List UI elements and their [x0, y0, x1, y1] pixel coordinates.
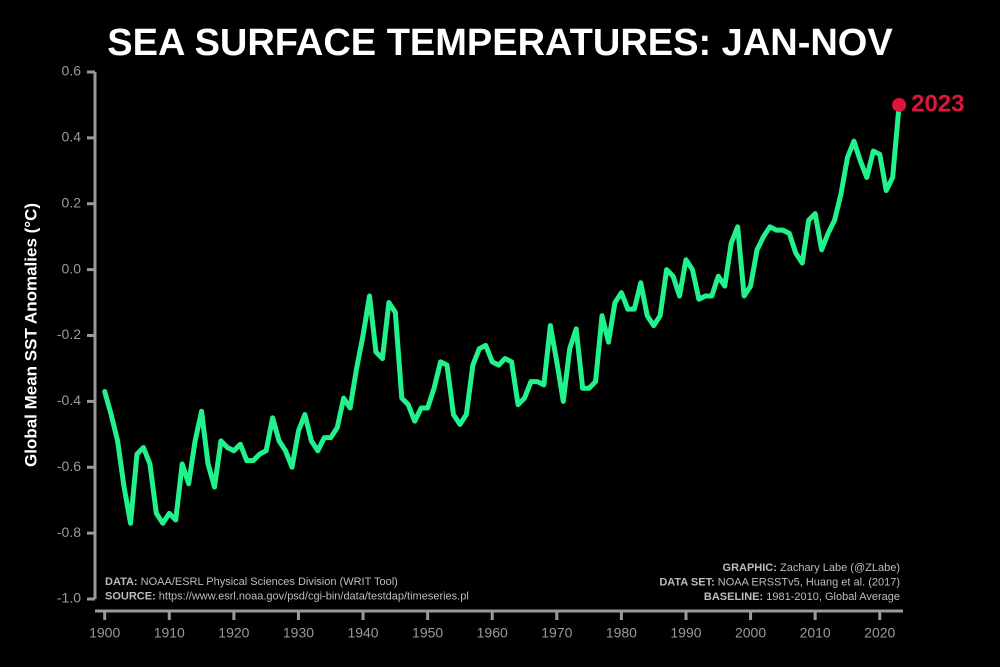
x-tick-label: 2020 [864, 625, 895, 641]
x-tick-label: 1930 [283, 625, 314, 641]
note-text: https://www.esrl.noaa.gov/psd/cgi-bin/da… [159, 590, 469, 602]
x-tick-label: 2010 [800, 625, 831, 641]
note-text: 1981-2010, Global Average [766, 591, 900, 603]
highlight-point [892, 97, 907, 112]
y-axis-label: Global Mean SST Anomalies (°C) [21, 203, 40, 467]
data-line [102, 102, 902, 526]
note-label: BASELINE: [704, 591, 763, 603]
note-label: GRAPHIC: [723, 562, 777, 574]
chart-title: SEA SURFACE TEMPERATURES: JAN-NOV [107, 22, 893, 64]
x-tick-label: 1970 [541, 625, 572, 641]
source-note: BASELINE: 1981-2010, Global Average [704, 591, 900, 603]
note-label: DATA: [105, 576, 138, 588]
x-tick-label: 1950 [412, 625, 443, 641]
x-tick-label: 1990 [670, 625, 701, 641]
source-note: DATA: NOAA/ESRL Physical Sciences Divisi… [105, 576, 398, 588]
note-label: DATA SET: [659, 576, 714, 588]
y-tick-label: 0.0 [62, 260, 82, 276]
y-tick-label: 0.6 [62, 63, 82, 79]
x-tick-label: 1900 [89, 625, 120, 641]
note-text: NOAA ERSSTv5, Huang et al. (2017) [718, 576, 900, 588]
y-tick-label: -0.6 [57, 458, 81, 474]
highlight-label: 2023 [911, 90, 964, 117]
y-tick-label: -0.4 [57, 392, 81, 408]
x-tick-label: 1960 [477, 625, 508, 641]
source-note: DATA SET: NOAA ERSSTv5, Huang et al. (20… [659, 576, 900, 588]
source-note: SOURCE: https://www.esrl.noaa.gov/psd/cg… [105, 590, 469, 602]
x-tick-label: 1920 [218, 625, 249, 641]
source-note: GRAPHIC: Zachary Labe (@ZLabe) [723, 562, 900, 574]
y-tick-label: 0.2 [62, 194, 82, 210]
y-tick-label: -0.8 [57, 524, 81, 540]
y-tick-label: -1.0 [57, 590, 81, 606]
y-tick-label: 0.4 [62, 129, 82, 145]
x-tick-label: 2000 [735, 625, 766, 641]
x-tick-label: 1980 [606, 625, 637, 641]
note-label: SOURCE: [105, 590, 156, 602]
note-text: Zachary Labe (@ZLabe) [780, 562, 900, 574]
y-tick-label: -0.2 [57, 326, 81, 342]
x-tick-label: 1940 [347, 625, 378, 641]
note-text: NOAA/ESRL Physical Sciences Division (WR… [141, 576, 398, 588]
x-tick-label: 1910 [154, 625, 185, 641]
